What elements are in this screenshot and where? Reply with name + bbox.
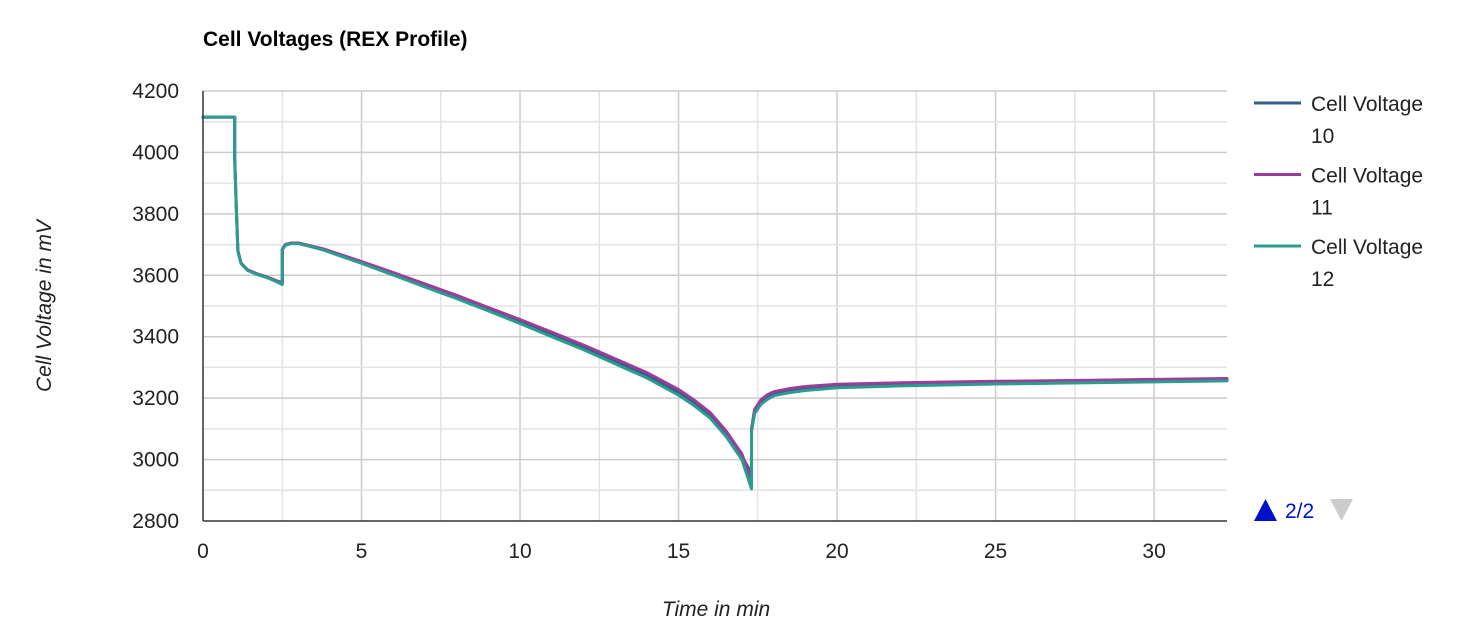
x-tick-label: 20 [825, 540, 848, 563]
y-tick-label: 3600 [132, 264, 179, 287]
legend-label: 12 [1311, 268, 1334, 291]
legend-pager: 2/2 [1254, 499, 1353, 523]
page-indicator: 2/2 [1285, 500, 1314, 523]
x-tick-label: 25 [984, 540, 1007, 563]
x-tick-label: 5 [356, 540, 368, 563]
series-layer [201, 115, 1229, 491]
chart-title: Cell Voltages (REX Profile) [203, 28, 468, 51]
page-up-arrow-icon[interactable] [1254, 499, 1277, 521]
y-tick-label: 4200 [132, 80, 179, 103]
x-tick-label: 15 [667, 540, 690, 563]
legend-label: 11 [1311, 197, 1333, 220]
y-tick-label: 3200 [132, 387, 179, 410]
page-down-arrow-icon[interactable] [1330, 499, 1353, 521]
y-axis-title: Cell Voltage in mV [33, 218, 56, 392]
x-tick-label: 0 [197, 540, 209, 563]
y-tick-label: 3000 [132, 449, 179, 472]
y-tick-label: 4000 [132, 141, 179, 164]
legend-label: 10 [1311, 125, 1334, 148]
tick-labels: 0 5 10 15 20 25 30 2800 3000 3200 3400 3600 3800 4000… [132, 80, 1165, 563]
axes [202, 91, 1227, 522]
series-line-2 [201, 115, 1229, 483]
legend-label: Cell Voltage [1311, 165, 1423, 188]
legend-label: Cell Voltage [1311, 236, 1423, 259]
y-tick-label: 3800 [132, 203, 179, 226]
legend-label: Cell Voltage [1311, 93, 1423, 116]
grid [203, 90, 1227, 521]
y-tick-label: 3400 [132, 326, 179, 349]
x-tick-label: 10 [508, 540, 531, 563]
series-line-3 [201, 115, 1229, 491]
x-tick-label: 30 [1142, 540, 1165, 563]
legend: Cell Voltage 10 Cell Voltage 11 Cell Voltage… [1254, 93, 1423, 291]
y-tick-label: 2800 [132, 510, 179, 533]
x-axis-title: Time in min [662, 598, 770, 621]
